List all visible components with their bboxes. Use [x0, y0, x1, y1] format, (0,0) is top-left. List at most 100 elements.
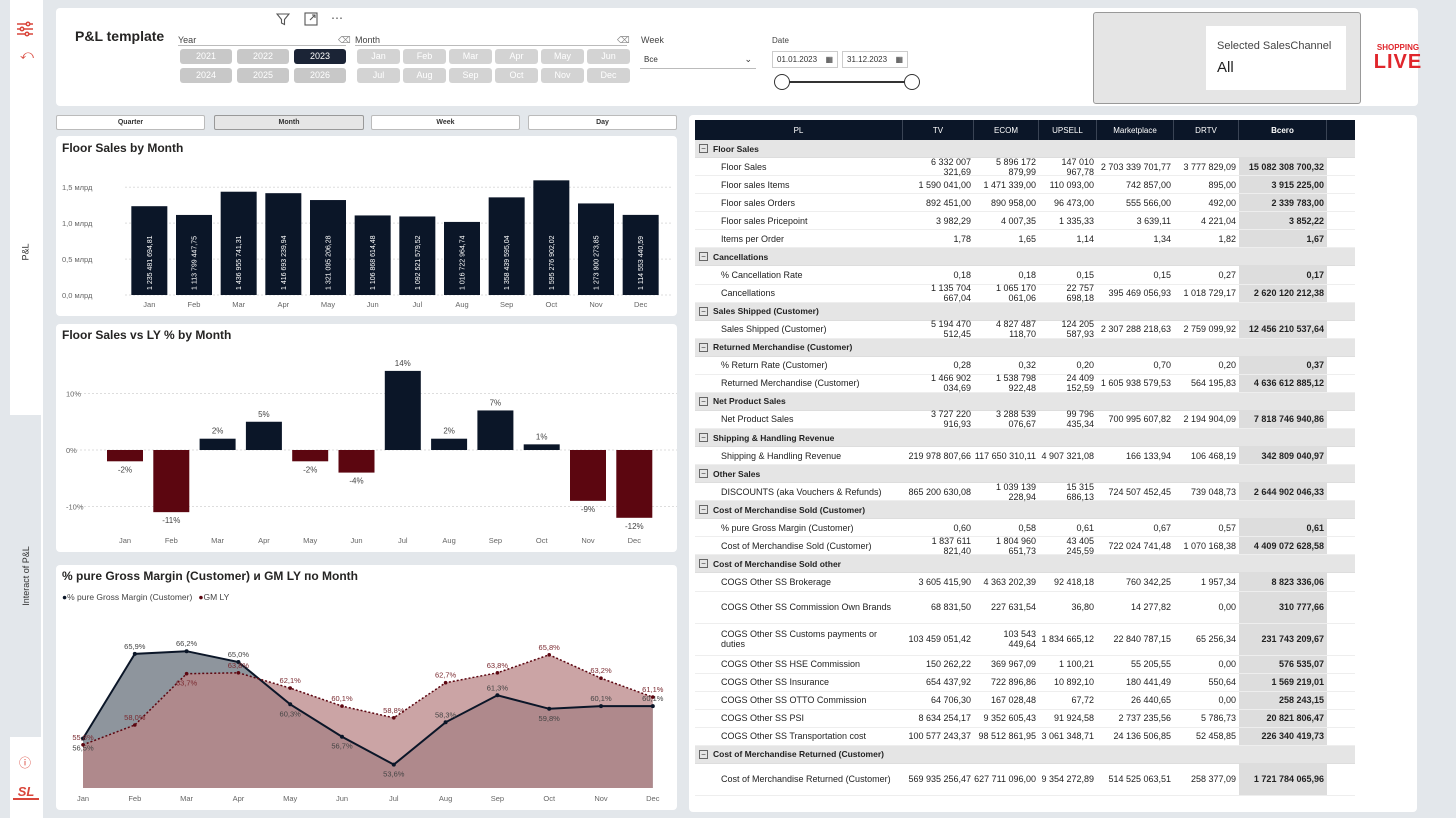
cell-value: 103 543 449,64	[1003, 629, 1036, 649]
collapse-icon[interactable]: −	[699, 342, 708, 352]
group-row: − Cost of Merchandise Returned (Customer)	[695, 745, 1355, 764]
undo-icon[interactable]: ⤺	[20, 47, 34, 62]
collapse-icon[interactable]: −	[699, 306, 708, 316]
tab-quarter[interactable]: Quarter	[56, 115, 205, 130]
cell-value: 110 093,00	[1049, 179, 1094, 190]
more-options-icon[interactable]: ⋯	[331, 11, 344, 25]
week-dropdown[interactable]: Все ⌄	[640, 51, 756, 69]
group-row: − Cost of Merchandise Sold other	[695, 555, 1355, 574]
point-gm	[236, 660, 241, 664]
cell-value: 99 796 435,34	[1066, 409, 1094, 430]
filter-icon[interactable]	[275, 12, 291, 29]
column-header[interactable]: UPSELL	[1039, 120, 1097, 140]
month-button-dec[interactable]: Dec	[587, 68, 630, 83]
month-button-may[interactable]: May	[541, 49, 584, 64]
x-tick-label: Jul	[389, 794, 399, 803]
year-button-2025[interactable]: 2025	[237, 68, 289, 83]
year-button-2022[interactable]: 2022	[237, 49, 289, 64]
x-tick-label: Dec	[634, 300, 648, 309]
data-label-gm-ly: 61,1%	[642, 685, 664, 694]
cell-value: 1,82	[1218, 233, 1236, 244]
collapse-icon[interactable]: −	[699, 252, 708, 262]
month-button-nov[interactable]: Nov	[541, 68, 584, 83]
row-label-text: Floor sales Orders	[721, 197, 796, 208]
tab-week[interactable]: Week	[371, 115, 520, 130]
cell-value: 1 957,34	[1200, 576, 1236, 587]
month-button-jul[interactable]: Jul	[357, 68, 400, 83]
cell-value: 1 590 041,00	[918, 179, 971, 190]
month-button-apr[interactable]: Apr	[495, 49, 538, 64]
point-gm	[288, 702, 293, 707]
row-label-text: Floor Sales	[721, 161, 767, 172]
month-button-mar[interactable]: Mar	[449, 49, 492, 64]
date-to-input[interactable]: 31.12.2023 ▦	[842, 51, 908, 68]
tab-interact-pl[interactable]: Interact of P&L	[10, 415, 41, 737]
month-button-jan[interactable]: Jan	[357, 49, 400, 64]
year-button-2024[interactable]: 2024	[180, 68, 232, 83]
month-button-aug[interactable]: Aug	[403, 68, 446, 83]
row-label: % pure Gross Margin (Customer)	[695, 523, 903, 533]
point-gm-ly	[599, 676, 603, 680]
eraser-icon[interactable]: ⌫	[617, 35, 630, 45]
row-label: COGS Other SS Insurance	[695, 677, 903, 687]
data-label: 2%	[443, 427, 455, 436]
collapse-icon[interactable]: −	[699, 433, 708, 443]
collapse-icon[interactable]: −	[699, 396, 708, 406]
collapse-icon[interactable]: −	[699, 144, 708, 153]
table-row: COGS Other SS Insurance 654 437,92 722 896…	[695, 673, 1355, 692]
cell-value: 1 039 139 228,94	[995, 481, 1036, 502]
x-tick-label: May	[283, 794, 297, 803]
chart-title: % pure Gross Margin (Customer) и GM LY п…	[62, 569, 358, 583]
tab-day[interactable]: Day	[528, 115, 677, 130]
focus-mode-icon[interactable]	[304, 12, 318, 29]
cell-value: 2 759 099,92	[1183, 324, 1236, 335]
row-label-text: % Cancellation Rate	[721, 270, 803, 281]
column-header[interactable]: Marketplace	[1097, 120, 1174, 140]
column-header[interactable]: Всего	[1239, 120, 1327, 140]
collapse-icon[interactable]: −	[699, 469, 708, 479]
bar-mar	[199, 438, 236, 450]
month-button-sep[interactable]: Sep	[449, 68, 492, 83]
cell-value: 227 631,54	[990, 602, 1036, 612]
date-range-end-handle[interactable]	[904, 74, 920, 90]
month-button-jun[interactable]: Jun	[587, 49, 630, 64]
row-label-text: Cost of Merchandise Returned (Customer)	[721, 774, 891, 785]
point-gm-ly	[547, 653, 551, 657]
year-button-2021[interactable]: 2021	[180, 49, 232, 64]
date-from-input[interactable]: 01.01.2023 ▦	[772, 51, 838, 68]
date-range-start-handle[interactable]	[774, 74, 790, 90]
data-label: -4%	[349, 477, 363, 486]
collapse-icon[interactable]: −	[699, 505, 708, 515]
info-icon[interactable]: ⓘ	[19, 756, 32, 770]
eraser-icon[interactable]: ⌫	[338, 35, 351, 45]
collapse-icon[interactable]: −	[699, 559, 708, 569]
cell-value: 226 340 419,73	[1239, 727, 1327, 745]
table-row: Net Product Sales 3 727 220 916,93 3 288 5…	[695, 409, 1355, 430]
cell-value: 3 061 348,71	[1041, 731, 1094, 742]
column-header[interactable]: DRTV	[1174, 120, 1239, 140]
row-label: COGS Other SS OTTO Commission	[695, 695, 903, 705]
tab-pl[interactable]: P&L	[20, 243, 31, 261]
year-button-2026[interactable]: 2026	[294, 68, 346, 83]
filter-settings-icon[interactable]	[16, 20, 34, 41]
point-gm	[81, 736, 85, 741]
column-header[interactable]: PL	[695, 120, 903, 140]
cell-value: 96 473,00	[1053, 197, 1094, 208]
cell-value: 67,72	[1071, 695, 1094, 706]
cell-value: 1 538 798 922,48	[995, 373, 1036, 394]
month-slicer-label: Month	[355, 35, 381, 45]
cell-value: 2 644 902 046,33	[1239, 483, 1327, 501]
line-gm-ly	[82, 653, 654, 746]
month-button-feb[interactable]: Feb	[403, 49, 446, 64]
tab-month[interactable]: Month	[214, 115, 364, 130]
data-label: 1 321 095 206,28	[326, 235, 333, 290]
collapse-icon[interactable]: −	[699, 749, 708, 759]
column-header[interactable]: TV	[903, 120, 974, 140]
column-header[interactable]: ECOM	[974, 120, 1039, 140]
year-button-2023[interactable]: 2023	[294, 49, 346, 64]
month-button-oct[interactable]: Oct	[495, 68, 538, 83]
cell-value: 0,37	[1239, 356, 1327, 374]
cell-value: 1 100,21	[1058, 659, 1094, 670]
bar-sep	[488, 197, 525, 295]
cell-value: 555 566,00	[1125, 197, 1171, 208]
